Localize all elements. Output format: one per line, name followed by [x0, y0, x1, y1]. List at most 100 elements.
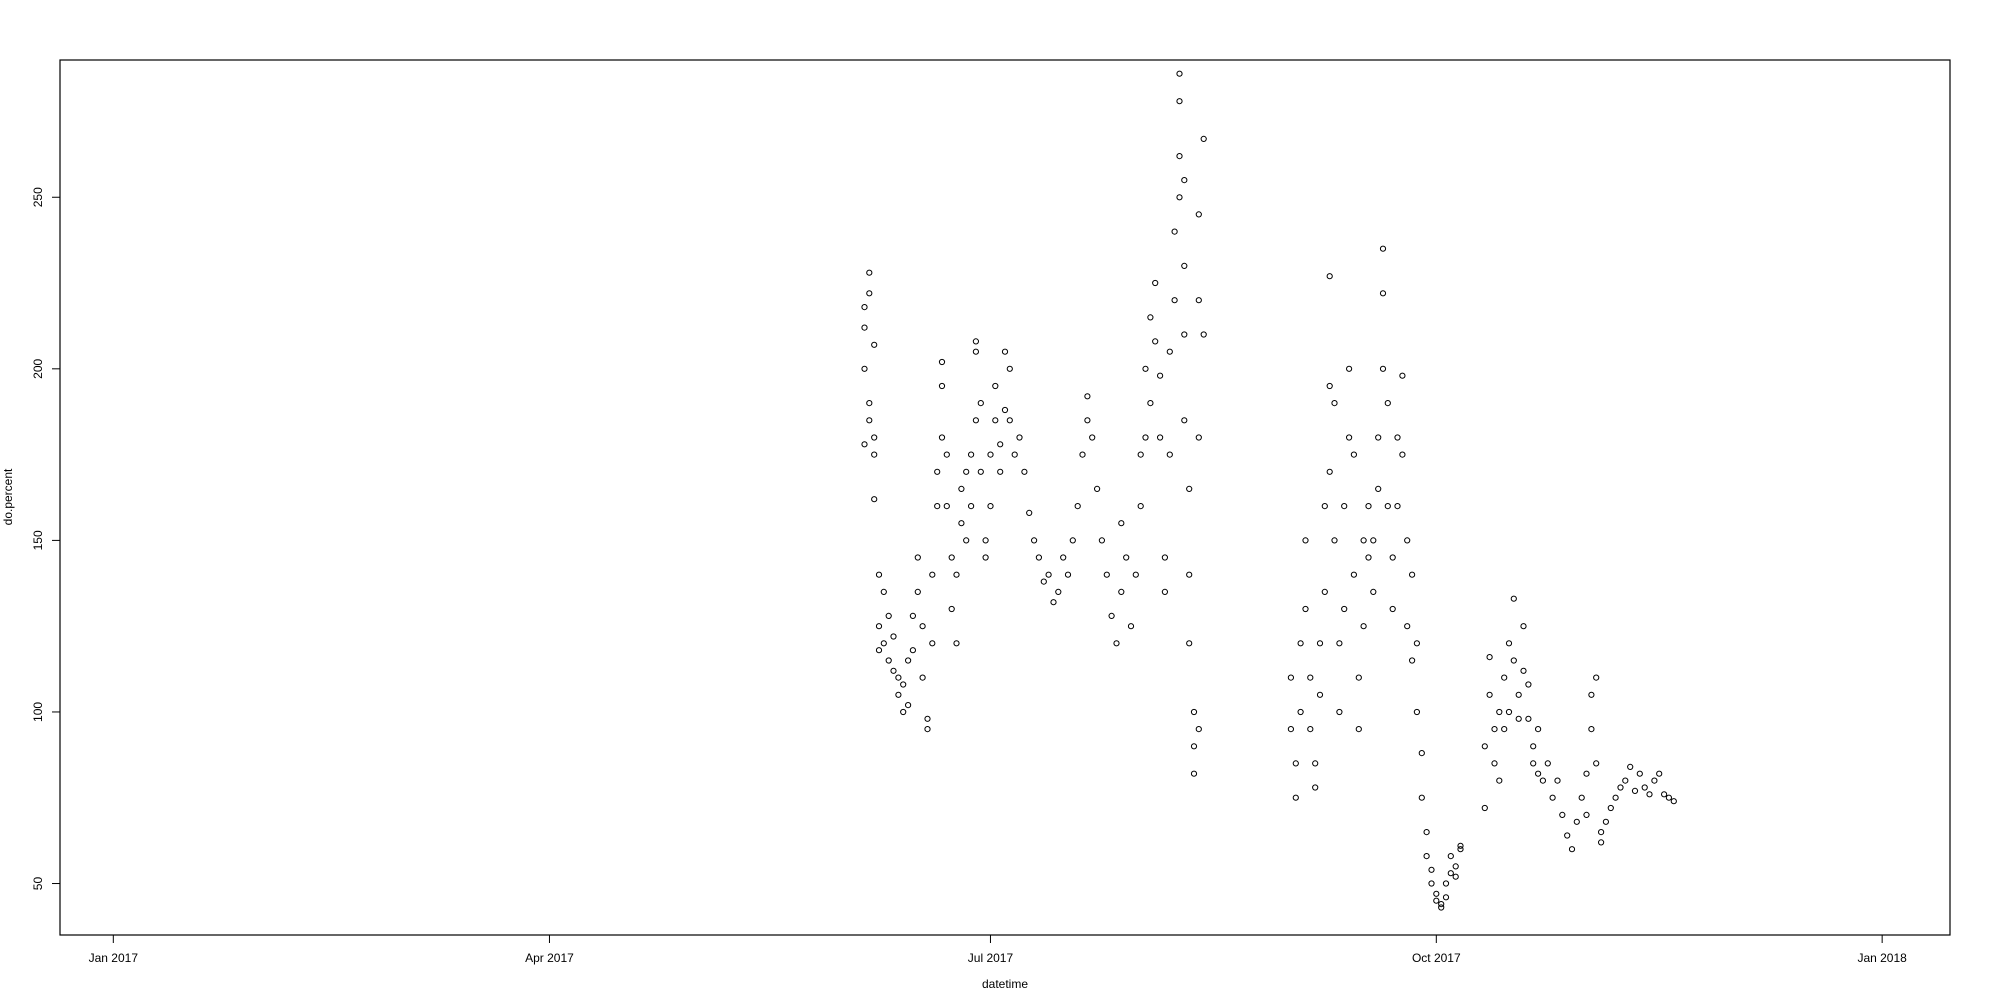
data-point	[914, 588, 921, 596]
data-point	[1389, 605, 1396, 613]
data-point	[1006, 365, 1013, 372]
data-point	[1190, 770, 1198, 777]
data-point	[1428, 866, 1435, 873]
data-point	[1588, 691, 1595, 698]
data-point	[1312, 760, 1319, 767]
data-point	[1312, 784, 1319, 791]
data-point	[1195, 211, 1202, 218]
data-point	[1176, 70, 1183, 77]
data-point	[943, 503, 950, 510]
data-point	[1200, 331, 1207, 338]
data-point	[1636, 770, 1643, 777]
data-point	[1176, 98, 1183, 105]
data-point	[1084, 393, 1091, 400]
data-point	[1665, 794, 1673, 801]
data-point	[890, 667, 897, 674]
data-point	[895, 674, 902, 681]
data-point	[1491, 726, 1498, 733]
y-tick-label: 50	[31, 877, 45, 891]
data-point	[1287, 726, 1295, 733]
data-point	[977, 400, 984, 407]
data-point	[1442, 880, 1450, 887]
data-point	[1346, 434, 1353, 441]
x-tick-label: Oct 2017	[1412, 951, 1461, 965]
data-point	[1307, 674, 1314, 681]
data-point	[1399, 372, 1406, 379]
data-point	[1593, 674, 1600, 681]
data-point	[1161, 554, 1169, 561]
data-point	[1520, 667, 1527, 674]
data-point	[1186, 571, 1193, 578]
y-tick-label: 150	[31, 530, 45, 550]
data-point	[1001, 406, 1009, 414]
data-point	[1355, 674, 1362, 681]
data-point	[1413, 708, 1421, 716]
data-point	[1137, 451, 1144, 458]
data-point	[1520, 623, 1527, 630]
data-point	[1622, 777, 1629, 784]
data-point	[1176, 194, 1183, 201]
data-point	[1447, 870, 1454, 877]
data-point	[1627, 763, 1634, 771]
data-point	[1510, 657, 1517, 664]
data-point	[1346, 365, 1353, 372]
data-point	[938, 434, 946, 441]
data-point	[1176, 153, 1183, 160]
data-point	[1501, 726, 1508, 733]
data-point	[1331, 537, 1338, 544]
data-point	[1544, 760, 1551, 767]
data-points	[861, 70, 1677, 911]
data-point	[1598, 839, 1605, 846]
y-tick-label: 200	[31, 358, 45, 378]
data-point	[1530, 743, 1537, 750]
data-point	[1355, 726, 1362, 733]
data-point	[1428, 880, 1435, 887]
data-point	[1379, 290, 1387, 297]
data-point	[1302, 605, 1309, 613]
data-point	[1064, 571, 1072, 578]
data-point	[1186, 640, 1193, 647]
data-point	[909, 612, 917, 620]
data-point	[875, 647, 883, 654]
data-point	[905, 702, 912, 709]
data-point	[1045, 571, 1052, 578]
data-point	[1525, 715, 1532, 722]
data-point	[1433, 890, 1440, 897]
y-tick-label: 250	[31, 187, 45, 207]
data-point	[1292, 794, 1299, 801]
data-point	[1486, 691, 1493, 698]
data-point	[1016, 434, 1023, 441]
data-point	[1336, 640, 1343, 647]
data-point	[1098, 537, 1106, 544]
data-point	[1365, 503, 1372, 510]
data-point	[1011, 451, 1018, 458]
y-tick-label: 100	[31, 702, 45, 722]
x-tick-label: Apr 2017	[525, 951, 574, 965]
data-point	[1423, 853, 1430, 860]
data-point	[1326, 468, 1333, 475]
data-point	[1069, 537, 1076, 544]
data-point	[938, 382, 946, 390]
data-point	[1181, 417, 1188, 424]
data-point	[1152, 338, 1159, 345]
data-point	[1413, 640, 1421, 647]
data-point	[1370, 537, 1377, 544]
data-point	[1525, 681, 1532, 688]
data-point	[1001, 348, 1009, 355]
data-point	[1190, 743, 1198, 750]
data-point	[866, 417, 873, 424]
data-point	[1535, 770, 1542, 777]
data-point	[1409, 657, 1416, 664]
data-point	[885, 612, 892, 620]
data-point	[1598, 829, 1605, 836]
data-point	[1118, 588, 1125, 596]
data-point	[1602, 818, 1610, 825]
data-point	[1433, 897, 1440, 904]
data-point	[1496, 777, 1503, 784]
data-point	[1108, 612, 1115, 620]
data-point	[1181, 262, 1188, 269]
data-point	[905, 657, 912, 664]
data-point	[900, 681, 907, 688]
data-point	[885, 657, 892, 664]
